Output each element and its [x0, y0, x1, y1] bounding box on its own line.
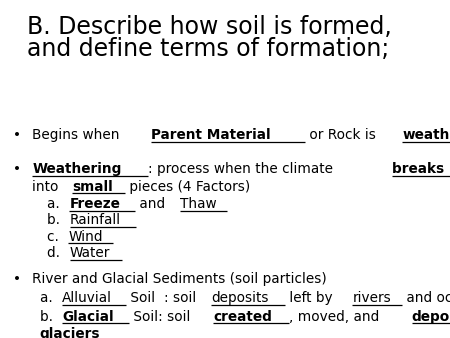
- Text: created: created: [213, 310, 272, 324]
- Text: deposits: deposits: [211, 291, 269, 305]
- Text: B. Describe how soil is formed,: B. Describe how soil is formed,: [27, 15, 392, 39]
- Text: , moved, and: , moved, and: [289, 310, 384, 324]
- Text: weathered: weathered: [402, 128, 450, 142]
- Text: Water: Water: [70, 246, 110, 260]
- Text: breaks: breaks: [392, 162, 449, 176]
- Text: deposited: deposited: [412, 310, 450, 324]
- Text: glaciers: glaciers: [40, 327, 100, 338]
- Text: : soil: : soil: [164, 291, 200, 305]
- Text: and: and: [135, 197, 170, 212]
- Text: Thaw: Thaw: [180, 197, 216, 212]
- Text: Weathering: Weathering: [32, 162, 122, 176]
- Text: •: •: [13, 162, 21, 176]
- Text: b.: b.: [40, 310, 57, 324]
- Text: •: •: [13, 128, 21, 142]
- Text: and oceans: and oceans: [402, 291, 450, 305]
- Text: pieces (4 Factors): pieces (4 Factors): [125, 179, 250, 194]
- Text: a.: a.: [40, 291, 57, 305]
- Text: Wind: Wind: [68, 230, 103, 244]
- Text: Soil: Soil: [126, 291, 155, 305]
- Text: rivers: rivers: [352, 291, 391, 305]
- Text: c.: c.: [47, 230, 63, 244]
- Text: b.: b.: [47, 213, 65, 227]
- Text: Rainfall: Rainfall: [70, 213, 121, 227]
- Text: : process when the climate: : process when the climate: [148, 162, 337, 176]
- Text: Parent Material: Parent Material: [151, 128, 270, 142]
- Text: d.: d.: [47, 246, 65, 260]
- Text: into: into: [32, 179, 63, 194]
- Text: Glacial: Glacial: [62, 310, 114, 324]
- Text: and define terms of formation;: and define terms of formation;: [27, 37, 389, 61]
- Text: small: small: [72, 179, 113, 194]
- Text: Alluvial: Alluvial: [62, 291, 112, 305]
- Text: Begins when: Begins when: [32, 128, 124, 142]
- Text: •: •: [13, 272, 21, 286]
- Text: or Rock is: or Rock is: [305, 128, 381, 142]
- Text: left by: left by: [285, 291, 337, 305]
- Text: Freeze: Freeze: [69, 197, 120, 212]
- Text: River and Glacial Sediments (soil particles): River and Glacial Sediments (soil partic…: [32, 272, 327, 286]
- Text: Soil: soil: Soil: soil: [129, 310, 194, 324]
- Text: a.: a.: [47, 197, 64, 212]
